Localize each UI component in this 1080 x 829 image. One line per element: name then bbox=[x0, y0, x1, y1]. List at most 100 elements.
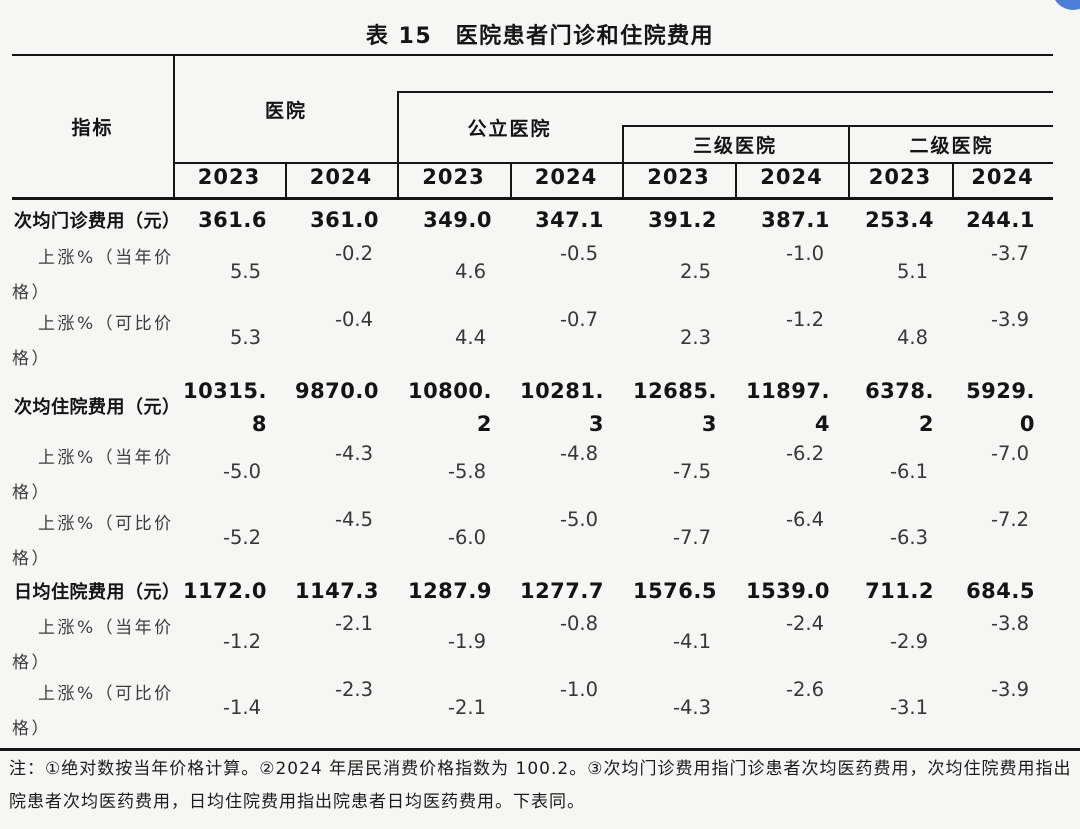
value-cell: -1.4 bbox=[222, 696, 261, 719]
value-cell: 5929. 0 bbox=[966, 379, 1035, 436]
value-cell: -7.5 bbox=[672, 460, 711, 483]
value-cell: -7.7 bbox=[672, 526, 711, 549]
year-header-cell: 2023 bbox=[868, 165, 932, 189]
table-row: 上涨%（当年价格） 5.5 -0.2 4.6 -0.5 2.5 -1.0 5.1… bbox=[12, 240, 1053, 306]
table-row: 日均住院费用（元） 1172.0 1147.3 1287.9 1277.7 15… bbox=[12, 572, 1053, 610]
public-group-top-border bbox=[397, 91, 1053, 93]
value-cell: -6.1 bbox=[889, 460, 928, 483]
indicator-column-divider bbox=[173, 54, 175, 200]
year-header-row: 2023 2024 2023 2024 2023 2024 2023 2024 bbox=[173, 164, 1053, 198]
value-cell: -6.3 bbox=[889, 526, 928, 549]
value-cell: -2.1 bbox=[334, 612, 373, 635]
year-column-divider bbox=[952, 162, 954, 200]
value-cell: -3.1 bbox=[889, 696, 928, 719]
year-row-top-border bbox=[173, 162, 1053, 164]
value-cell: 10800. 2 bbox=[407, 379, 492, 436]
table-header: 指标 医院 公立医院 三级医院 二级医院 2023 2024 2023 2024… bbox=[12, 54, 1053, 200]
value-cell: -0.8 bbox=[559, 612, 598, 635]
value-cell: 1287.9 bbox=[407, 579, 492, 603]
table-body: 次均门诊费用（元） 361.6 361.0 349.0 347.1 391.2 … bbox=[12, 200, 1053, 748]
row-label: 日均住院费用（元） bbox=[14, 582, 181, 603]
year-header-cell: 2024 bbox=[534, 165, 598, 189]
value-cell: 4.8 bbox=[896, 326, 928, 349]
year-header-cell: 2023 bbox=[197, 165, 261, 189]
header-indicator: 指标 bbox=[71, 117, 114, 139]
value-cell: 9870.0 bbox=[294, 379, 379, 403]
table-row: 上涨%（当年价格） -5.0 -4.3 -5.8 -4.8 -7.5 -6.2 … bbox=[12, 440, 1053, 506]
year-header-cell: 2023 bbox=[422, 165, 485, 189]
table-row: 上涨%（可比价格） -1.4 -2.3 -2.1 -1.0 -4.3 -2.6 … bbox=[12, 676, 1053, 748]
row-label: 次均住院费用（元） bbox=[14, 397, 181, 418]
value-cell: 361.0 bbox=[310, 208, 379, 232]
table-row: 次均住院费用（元） 10315. 8 9870.0 10800. 2 10281… bbox=[12, 372, 1053, 440]
header-group-tertiary-hospital: 三级医院 bbox=[692, 135, 777, 157]
value-cell: 2.3 bbox=[679, 326, 711, 349]
value-cell: -1.0 bbox=[559, 678, 598, 701]
value-cell: 4.6 bbox=[454, 260, 486, 283]
value-cell: -6.4 bbox=[785, 508, 824, 531]
year-header-cell: 2024 bbox=[309, 165, 373, 189]
value-cell: 6378. 2 bbox=[865, 379, 934, 436]
value-cell: -0.2 bbox=[334, 242, 373, 265]
value-cell: -3.9 bbox=[990, 308, 1029, 331]
year-column-divider bbox=[285, 162, 287, 200]
value-cell: -0.5 bbox=[559, 242, 598, 265]
value-cell: -5.8 bbox=[447, 460, 486, 483]
value-cell: 1277.7 bbox=[519, 579, 604, 603]
value-cell: -1.2 bbox=[222, 630, 261, 653]
tertiary-group-divider bbox=[622, 125, 624, 200]
value-cell: 5.5 bbox=[229, 260, 261, 283]
value-cell: -2.1 bbox=[447, 696, 486, 719]
value-cell: -7.2 bbox=[990, 508, 1029, 531]
value-cell: 387.1 bbox=[761, 208, 830, 232]
value-cell: 347.1 bbox=[535, 208, 604, 232]
table-row: 上涨%（可比价格） 5.3 -0.4 4.4 -0.7 2.3 -1.2 4.8… bbox=[12, 306, 1053, 372]
year-header-cell: 2023 bbox=[647, 165, 710, 189]
value-cell: -5.0 bbox=[222, 460, 261, 483]
value-cell: -2.4 bbox=[785, 612, 824, 635]
statistics-table: 指标 医院 公立医院 三级医院 二级医院 2023 2024 2023 2024… bbox=[12, 54, 1053, 748]
secondary-group-divider bbox=[848, 125, 850, 200]
header-group-secondary-hospital: 二级医院 bbox=[909, 135, 994, 157]
value-cell: 349.0 bbox=[423, 208, 492, 232]
value-cell: -0.4 bbox=[334, 308, 373, 331]
value-cell: -4.1 bbox=[672, 630, 711, 653]
value-cell: 711.2 bbox=[865, 579, 934, 603]
value-cell: -4.3 bbox=[334, 442, 373, 465]
value-cell: -5.2 bbox=[222, 526, 261, 549]
year-column-divider bbox=[735, 162, 737, 200]
tier-group-top-border bbox=[622, 125, 1053, 127]
value-cell: 10281. 3 bbox=[519, 379, 604, 436]
table-title: 表 15 医院患者门诊和住院费用 bbox=[365, 24, 715, 49]
public-group-divider bbox=[397, 91, 399, 200]
value-cell: 391.2 bbox=[648, 208, 717, 232]
row-label: 上涨%（可比价格） bbox=[12, 314, 174, 369]
value-cell: -1.2 bbox=[785, 308, 824, 331]
header-bottom-border bbox=[12, 197, 1053, 200]
value-cell: 2.5 bbox=[679, 260, 711, 283]
value-cell: 5.1 bbox=[896, 260, 928, 283]
value-cell: 12685. 3 bbox=[632, 379, 717, 436]
table-row: 次均门诊费用（元） 361.6 361.0 349.0 347.1 391.2 … bbox=[12, 200, 1053, 240]
row-label: 上涨%（当年价格） bbox=[12, 618, 174, 673]
year-header-cell: 2024 bbox=[971, 165, 1034, 189]
value-cell: 11897. 4 bbox=[745, 379, 830, 436]
header-group-hospital: 医院 bbox=[264, 99, 307, 122]
value-cell: 1576.5 bbox=[632, 579, 717, 603]
value-cell: 684.5 bbox=[966, 579, 1035, 603]
row-label: 上涨%（可比价格） bbox=[12, 514, 174, 569]
value-cell: -3.9 bbox=[990, 678, 1029, 701]
row-label: 上涨%（当年价格） bbox=[12, 448, 174, 503]
table-row: 上涨%（可比价格） -5.2 -4.5 -6.0 -5.0 -7.7 -6.4 … bbox=[12, 506, 1053, 572]
value-cell: -2.6 bbox=[785, 678, 824, 701]
value-cell: 253.4 bbox=[865, 208, 934, 232]
value-cell: -1.9 bbox=[447, 630, 486, 653]
value-cell: -3.7 bbox=[990, 242, 1029, 265]
value-cell: -6.0 bbox=[447, 526, 486, 549]
value-cell: -7.0 bbox=[990, 442, 1029, 465]
value-cell: -2.9 bbox=[889, 630, 928, 653]
value-cell: -3.8 bbox=[990, 612, 1029, 635]
floating-action-circle[interactable] bbox=[1052, 0, 1080, 10]
value-cell: 361.6 bbox=[198, 208, 267, 232]
